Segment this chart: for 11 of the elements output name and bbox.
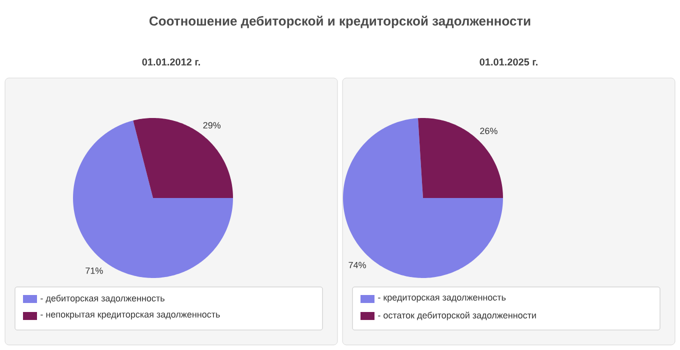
data-label: 74% [348,262,366,268]
chart-subtitle: 01.01.2025 г. [480,58,538,66]
data-label: 71% [86,268,103,274]
data-label: 26% [480,128,498,134]
legend-label: - дебиторская задолженность [40,294,164,304]
legend-label: - кредиторская задолженность [378,296,506,302]
data-label: 29% [203,122,221,128]
legend-label: - остаток дебиторской задолженности [378,312,536,320]
chart-subtitle: 01.01.2012 г. [142,58,200,66]
legend-label: - непокрытая кредиторская задолженность [40,312,220,320]
chart-title: Соотношение дебиторской и кредиторской задолженности [150,16,530,28]
